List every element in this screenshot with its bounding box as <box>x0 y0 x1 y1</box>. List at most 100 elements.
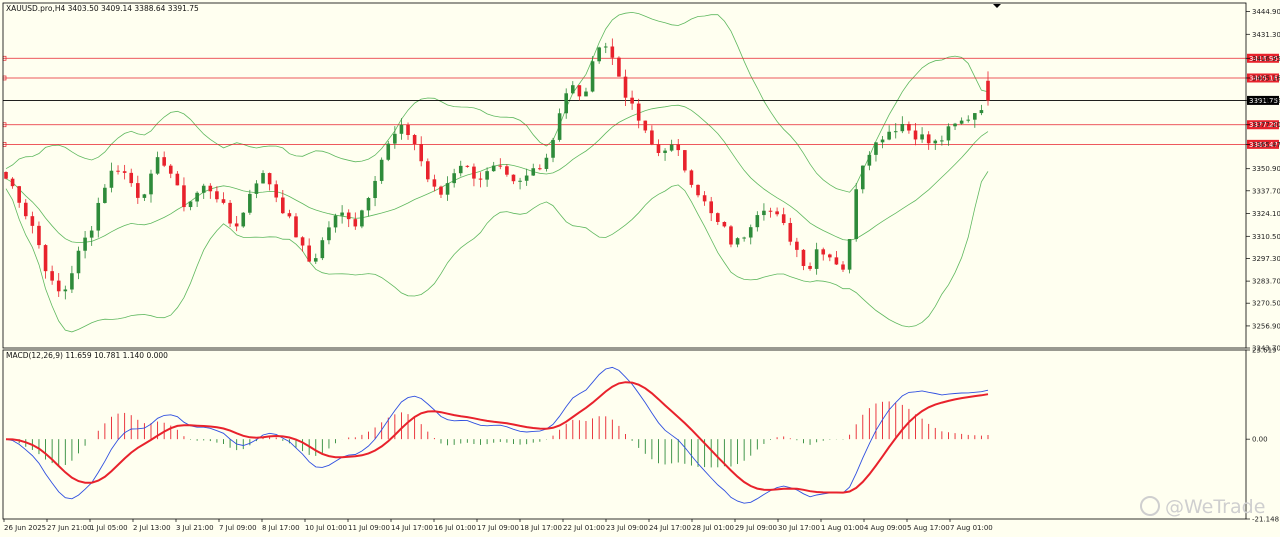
time-tick-label: 17 Jul 09:00 <box>477 524 519 532</box>
candle-body <box>478 178 483 180</box>
candle-body <box>689 170 694 185</box>
candle-body <box>623 76 628 98</box>
time-tick-label: 3 Jul 21:00 <box>176 524 214 532</box>
price-tick-label: 3297.30 <box>1252 255 1280 263</box>
candle-body <box>940 140 944 142</box>
candle-body <box>828 254 832 258</box>
price-panel-frame <box>2 2 1247 349</box>
horizontal-levels[interactable]: 3416.95 3405.16 3377.20 3365.47 3391.75 <box>2 53 1279 149</box>
candle-body <box>755 215 760 228</box>
candle-body <box>373 180 377 199</box>
candle-body <box>208 185 213 192</box>
candle-body <box>986 80 990 101</box>
candle-body <box>201 185 206 193</box>
time-tick-label: 2 Jul 13:00 <box>133 524 171 532</box>
candle-body <box>432 179 437 187</box>
candle-body <box>498 165 503 167</box>
time-tick-label: 16 Jul 01:00 <box>434 524 476 532</box>
candle-body <box>313 258 318 262</box>
time-tick-label: 7 Jul 09:00 <box>219 524 257 532</box>
bollinger-lower-band <box>5 171 989 333</box>
candle-body <box>735 238 740 245</box>
candle-body <box>50 271 54 281</box>
price-tick-label: 3444.90 <box>1252 8 1280 16</box>
candle-body <box>241 212 246 227</box>
time-tick-label: 23 Jul 09:00 <box>606 524 648 532</box>
time-tick-label: 29 Jul 09:00 <box>735 524 777 532</box>
candle-body <box>346 212 351 220</box>
time-tick-label: 26 Jun 2025 <box>4 524 46 532</box>
candle-body <box>847 239 852 270</box>
price-level-line-label: 3405.16 <box>1249 74 1278 82</box>
candle-body <box>386 143 391 160</box>
candle-body <box>867 154 872 166</box>
candle-body <box>458 165 463 174</box>
candle-body <box>590 61 595 92</box>
candle-body <box>399 124 404 134</box>
candle-body <box>360 210 364 227</box>
candle-body <box>880 139 885 143</box>
candle-body <box>900 123 905 132</box>
candle-body <box>274 184 279 198</box>
candle-body <box>781 214 786 224</box>
current-price-label-bg <box>1247 95 1279 105</box>
candle-body <box>327 227 331 241</box>
candle-body <box>511 174 516 182</box>
candle-body <box>920 134 924 140</box>
candle-body <box>300 237 305 246</box>
candlesticks <box>4 38 990 300</box>
candle-body <box>926 134 931 144</box>
candle-body <box>702 195 707 202</box>
candle-body <box>709 201 713 214</box>
candle-body <box>76 250 81 274</box>
price-tick-label: 3391.75 <box>1252 97 1280 105</box>
candle-body <box>584 91 588 97</box>
macd-signal-line <box>5 381 989 494</box>
price-tick-label: 3324.10 <box>1252 210 1280 218</box>
candle-body <box>406 124 410 136</box>
candle-body <box>742 237 746 239</box>
candle-body <box>603 46 608 48</box>
candle-body <box>37 225 41 246</box>
candle-body <box>676 144 681 151</box>
price-tick-label: 3350.90 <box>1252 165 1280 173</box>
candle-body <box>544 157 549 169</box>
time-tick-label: 7 Aug 01:00 <box>950 524 993 532</box>
candle-body <box>254 183 259 194</box>
candle-body <box>643 120 648 131</box>
shift-marker-icon[interactable] <box>993 4 1001 8</box>
price-level-line-label: 3377.20 <box>1249 121 1278 129</box>
candle-body <box>419 144 424 162</box>
candle-body <box>248 193 252 213</box>
candle-body <box>683 150 687 171</box>
price-tick-label: 3270.50 <box>1252 300 1280 308</box>
time-tick-label: 22 Jul 01:00 <box>563 524 605 532</box>
candle-body <box>841 264 845 270</box>
time-tick-label: 30 Jul 17:00 <box>778 524 820 532</box>
candle-body <box>168 165 173 174</box>
time-tick-label: 5 Aug 17:00 <box>907 524 950 532</box>
candle-body <box>83 237 87 251</box>
candle-body <box>538 168 542 170</box>
macd-label: MACD(12,26,9) 11.659 10.781 1.140 0.000 <box>6 351 168 360</box>
price-tick-label: 3337.70 <box>1252 187 1280 195</box>
time-tick-label: 1 Jul 05:00 <box>90 524 128 532</box>
candle-body <box>577 85 582 97</box>
candle-body <box>788 223 793 242</box>
bollinger-bands <box>5 11 989 333</box>
candle-body <box>425 161 430 180</box>
candle-body <box>43 245 48 272</box>
time-tick-label: 28 Jul 01:00 <box>692 524 734 532</box>
candle-body <box>261 173 265 184</box>
candle-body <box>307 245 311 262</box>
candle-body <box>472 166 476 179</box>
candle-body <box>96 202 101 231</box>
bollinger-upper-band <box>5 11 989 193</box>
time-tick-label: 8 Jul 17:00 <box>262 524 300 532</box>
price-tick-label: 3243.70 <box>1252 345 1280 353</box>
candle-body <box>439 186 443 195</box>
candle-body <box>30 216 35 226</box>
time-tick-label: 10 Jul 01:00 <box>305 524 347 532</box>
